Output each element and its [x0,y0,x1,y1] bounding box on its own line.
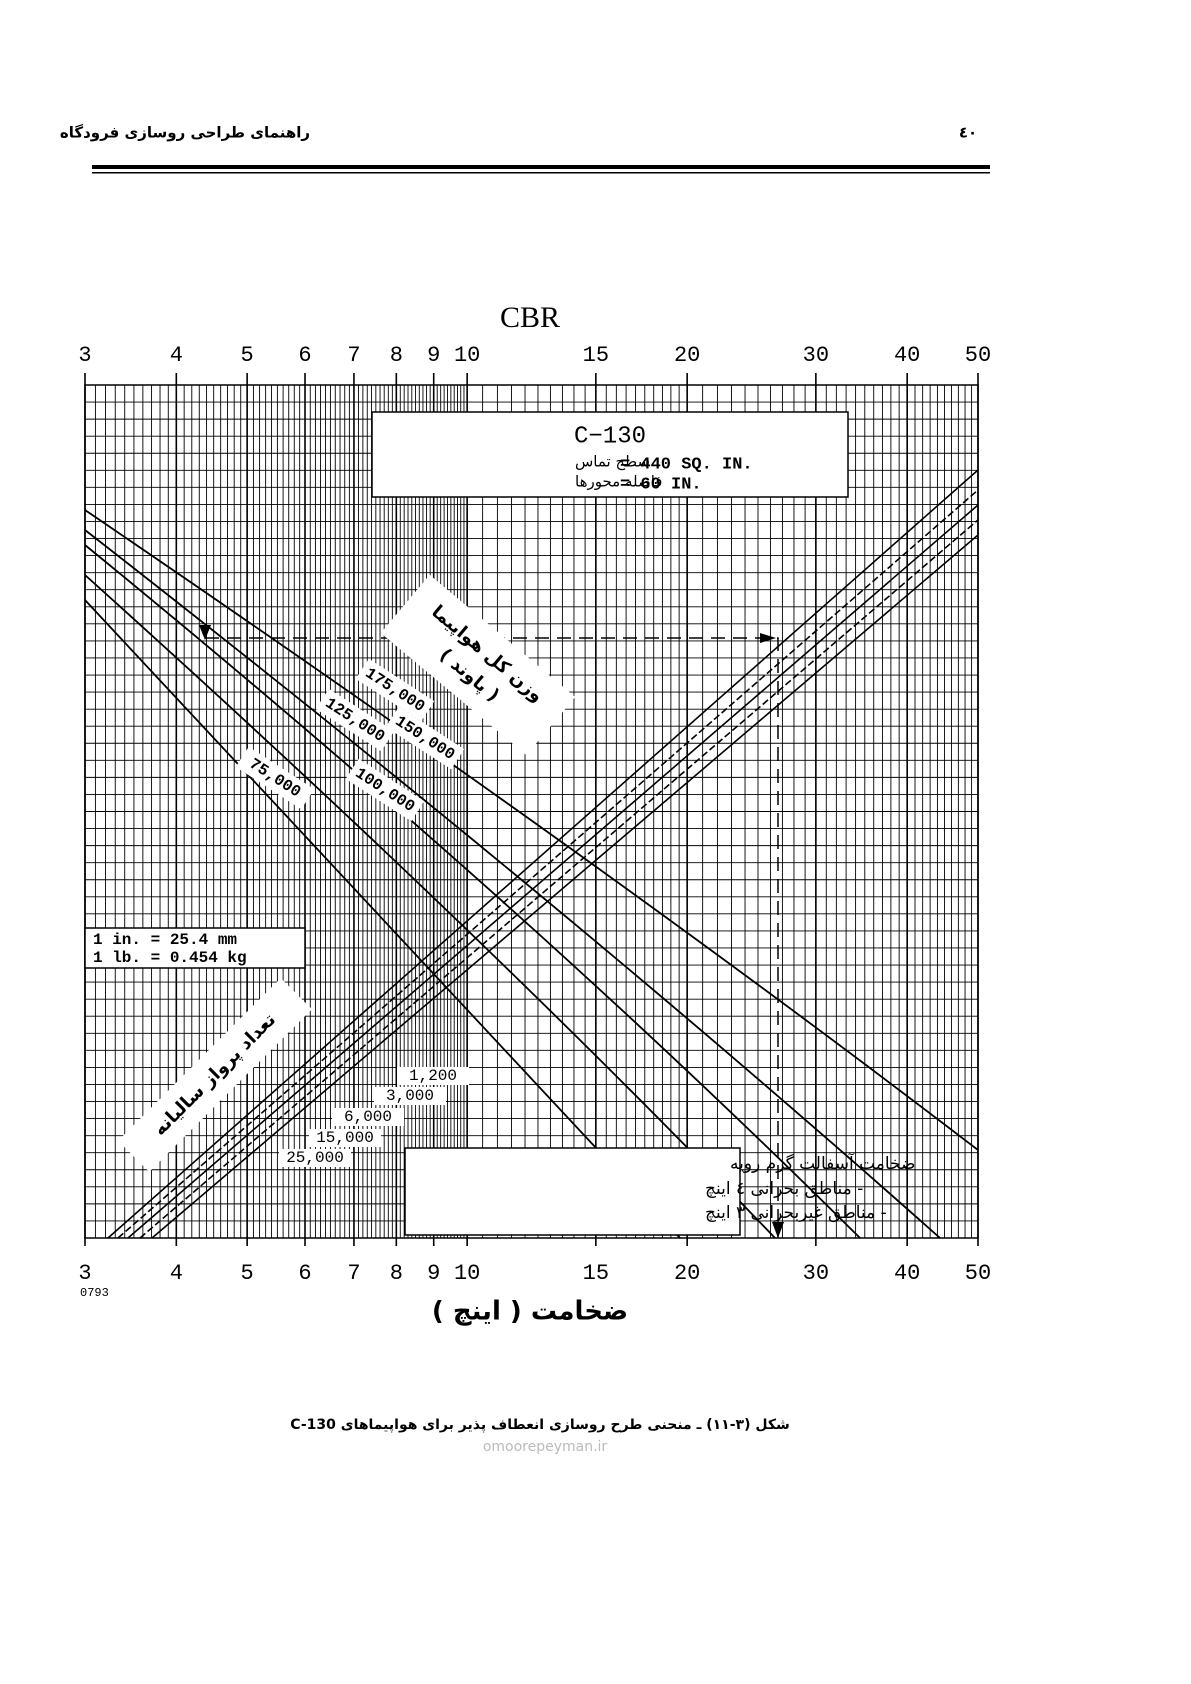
plot-frame [84,384,979,1239]
departure-line [127,504,979,1239]
x-tick-label: 8 [390,1261,403,1286]
info-label: فاصله محورها [575,473,662,491]
weight-curve [84,509,979,1151]
page-number: ٤٠ [959,124,977,142]
departure-label-bg [397,1067,469,1085]
weight-label-bg [355,658,435,722]
x2-tick-label: 5 [241,343,254,368]
x-tick-label: 15 [583,1261,609,1286]
label-box [404,1147,741,1236]
x-tick-label: 4 [170,1261,183,1286]
x2-tick-label: 20 [674,343,700,368]
weight-label-group: 125,000 [315,688,395,752]
info-value: = 60 IN. [620,475,702,494]
example-path [205,637,779,1238]
x2-tick-label: 3 [78,343,91,368]
info-title: C−130 [574,423,646,450]
weight-label-bg [315,688,395,752]
x-tick-label: 10 [454,1261,480,1286]
departure-label: 3,000 [386,1087,434,1105]
departure-label-bg [309,1129,381,1147]
units-text: 1 lb. = 0.454 kg [93,949,247,967]
departures-title-bg [118,978,312,1172]
x2-tick-label: 9 [427,343,440,368]
weight-label-bg [385,706,465,770]
note-item: - مناطق بحرانی ٤ اینچ [705,1179,863,1199]
caption: شکل (٣-١١) ـ منحنی طرح روسازی انعطاف پذی… [290,1417,790,1433]
x2-tick-label: 10 [454,343,480,368]
x2-tick-label: 6 [298,343,311,368]
x2-tick-label: 15 [583,343,609,368]
weight-title-bg [380,574,576,756]
departure-label: 25,000 [286,1149,344,1167]
header-rule [92,165,990,169]
header-title: راهنمای طراحی روسازی فرودگاه [60,124,310,142]
weight-label: 150,000 [392,712,458,764]
watermark: omoorepeyman.ir [483,1439,608,1455]
label-box [84,927,306,969]
header-rule [92,172,990,174]
x2-tick-label: 7 [347,343,360,368]
grid [84,384,979,1239]
x-tick-label: 6 [298,1261,311,1286]
departure-label-bg [279,1149,351,1167]
x2-axis-label: CBR [500,301,560,334]
x-tick-label: 20 [674,1261,700,1286]
note-title: ضخامت آسفالت گرم رویه [730,1152,915,1174]
info-value: = 440 SQ. IN. [620,455,753,474]
x2-tick-label: 30 [803,343,829,368]
weight-curve [84,529,941,1239]
note-item: - مناطق غیربحرانی ٣ اینچ [705,1203,887,1223]
x2-tick-label: 40 [894,343,920,368]
x-tick-label: 5 [241,1261,254,1286]
weight-label: 125,000 [322,694,388,746]
x-tick-label: 9 [427,1261,440,1286]
weight-label-bg [345,758,425,822]
weight-label-bg [235,746,315,810]
x-tick-label: 30 [803,1261,829,1286]
x2-tick-label: 8 [390,343,403,368]
departure-line [151,534,979,1239]
departure-line [107,469,979,1239]
departure-label-bg [374,1087,446,1105]
info-label: سطح تماس [575,453,650,471]
departures-title: تعداد پرواز سالیانه [149,1009,280,1140]
x-axis-label: ضخامت ( اینچ ) [432,1297,628,1327]
x2-tick-label: 4 [170,343,183,368]
figure-code: 0793 [80,1286,109,1300]
x-tick-label: 7 [347,1261,360,1286]
x-tick-label: 50 [965,1261,991,1286]
x2-tick-label: 50 [965,343,991,368]
departure-label: 15,000 [316,1129,374,1147]
departure-label-bg [332,1108,404,1126]
units-text: 1 in. = 25.4 mm [93,931,237,949]
x-tick-label: 40 [894,1261,920,1286]
label-box [371,411,849,498]
departure-label: 1,200 [409,1067,457,1085]
x-tick-label: 3 [78,1261,91,1286]
departure-label: 6,000 [344,1108,392,1126]
departure-line [139,519,979,1239]
